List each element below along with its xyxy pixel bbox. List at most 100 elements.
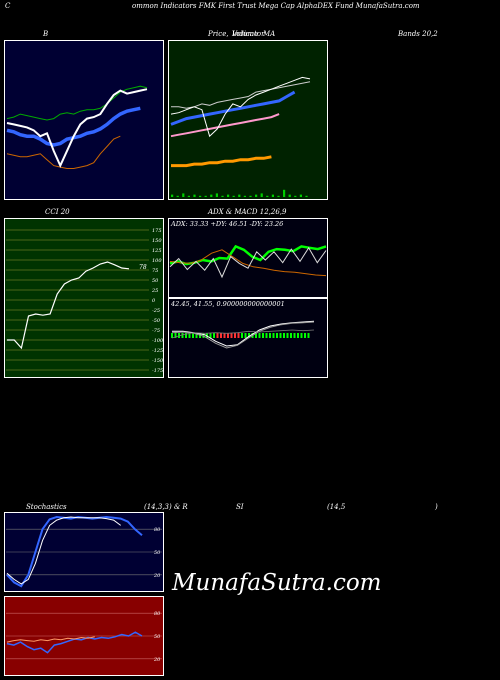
price-panel bbox=[168, 40, 328, 200]
macd-series-1 bbox=[171, 321, 315, 349]
macd-histogram-bar bbox=[241, 333, 243, 338]
macd-histogram-bar bbox=[283, 333, 285, 338]
rsi-tick-label: 50 bbox=[154, 634, 161, 640]
volume-bar bbox=[283, 189, 286, 197]
stochastics-panel: 80 50 20 bbox=[4, 512, 164, 592]
cci-chart: 175 150 125 100 75 50 25 0 -25 -50 -75 -100 -125 -150… bbox=[4, 218, 164, 378]
volume-bar bbox=[294, 195, 297, 197]
macd-histogram-bar bbox=[195, 333, 198, 338]
cci-tick-label: 0 bbox=[152, 298, 156, 304]
volume-bar bbox=[288, 194, 291, 197]
page-title: ommon Indicators FMK First Trust Mega Ca… bbox=[132, 2, 420, 10]
volume-bar bbox=[249, 195, 252, 197]
macd-histogram-bar bbox=[290, 333, 292, 338]
volume-bar bbox=[238, 194, 241, 197]
macd-histogram-bar bbox=[213, 333, 215, 338]
macd-histogram-bar bbox=[181, 333, 184, 338]
cci-tick-label: -50 bbox=[152, 318, 161, 324]
macd-series-2 bbox=[171, 329, 315, 339]
cci-tick-label: 125 bbox=[152, 248, 162, 254]
cci-tick-label: 100 bbox=[152, 258, 162, 264]
price-ma-1 bbox=[170, 90, 296, 126]
bollinger-series-3 bbox=[6, 88, 148, 169]
rsi-chart: 80 50 20 bbox=[4, 596, 164, 676]
cci-tick-label: 175 bbox=[152, 228, 162, 234]
adx-series-0 bbox=[169, 244, 327, 266]
cci-tick-label: -75 bbox=[152, 328, 160, 334]
macd-histogram-bar bbox=[248, 333, 250, 338]
cci-label: CCI 20 bbox=[45, 208, 70, 216]
cci-last-value: 78 bbox=[139, 264, 147, 271]
header-prefix: C bbox=[5, 2, 11, 10]
macd-histogram-bar bbox=[209, 333, 212, 338]
macd-histogram-bar bbox=[262, 333, 264, 338]
bollinger-panel bbox=[4, 40, 164, 200]
macd-histogram-bar bbox=[234, 333, 236, 338]
adx-series-2 bbox=[169, 246, 327, 279]
price-label-a: Price, bbox=[208, 30, 229, 38]
macd-histogram-bar bbox=[293, 333, 296, 338]
macd-histogram-bar bbox=[272, 333, 275, 338]
macd-histogram-bar bbox=[216, 333, 219, 338]
volume-bar bbox=[204, 195, 207, 197]
macd-histogram-bar bbox=[223, 333, 226, 338]
volume-bar bbox=[243, 195, 246, 197]
cci-tick-label: -100 bbox=[152, 338, 164, 344]
cci-panel: 175 150 125 100 75 50 25 0 -25 -50 -75 -100 -125 -150… bbox=[4, 218, 164, 378]
volume-bar bbox=[176, 195, 179, 197]
rsi-panel: 80 50 20 bbox=[4, 596, 164, 676]
volume-bar bbox=[187, 195, 190, 197]
rsi-tick-label: 20 bbox=[153, 657, 161, 663]
bollinger-label-right: Bands 20,2 bbox=[398, 30, 438, 38]
macd-histogram-bar bbox=[174, 333, 177, 338]
macd-histogram-bar bbox=[279, 333, 282, 338]
price-label-d: MA bbox=[263, 30, 276, 38]
cci-tick-label: 25 bbox=[151, 288, 158, 294]
cci-tick-label: -175 bbox=[152, 368, 163, 374]
volume-bar bbox=[215, 193, 218, 197]
macd-panel bbox=[168, 298, 328, 378]
macd-histogram-bar bbox=[230, 333, 233, 338]
panel-background bbox=[168, 218, 328, 298]
volume-bar bbox=[193, 194, 196, 197]
volume-bar bbox=[255, 194, 258, 197]
macd-histogram-bar bbox=[269, 333, 271, 338]
stoch-label-a: Stochastics bbox=[26, 503, 67, 511]
price-ma-3 bbox=[171, 155, 272, 168]
bollinger-series-2 bbox=[6, 135, 121, 169]
stoch-label-b: (14,3,3) & R bbox=[144, 503, 188, 511]
bollinger-label-left: B bbox=[43, 30, 49, 38]
macd-histogram-bar bbox=[258, 333, 261, 338]
stoch-label-d: (14,5 bbox=[327, 503, 346, 511]
macd-histogram-bar bbox=[227, 333, 229, 338]
stochastics-chart: 80 50 20 bbox=[4, 512, 164, 592]
price-label-b: Volume bbox=[232, 30, 259, 38]
cci-tick-label: -25 bbox=[152, 308, 160, 314]
adx-values: ADX: 33.33 +DY: 46.51 -DY: 23.26 bbox=[171, 220, 284, 228]
volume-bar bbox=[271, 194, 274, 197]
panel-background bbox=[168, 40, 328, 200]
watermark: MunafaSutra.com bbox=[172, 570, 382, 596]
bollinger-chart bbox=[4, 40, 164, 200]
volume-bar bbox=[305, 195, 308, 197]
cci-tick-label: 75 bbox=[152, 268, 158, 274]
volume-bar bbox=[277, 195, 280, 197]
volume-bar bbox=[221, 195, 224, 197]
volume-bar bbox=[232, 195, 235, 197]
volume-bar bbox=[199, 195, 202, 197]
macd-histogram-bar bbox=[202, 333, 205, 338]
macd-chart bbox=[168, 298, 328, 378]
price-line bbox=[170, 76, 311, 138]
cci-tick-label: 150 bbox=[152, 238, 162, 244]
cci-tick-label: -150 bbox=[152, 358, 164, 364]
volume-bar bbox=[299, 194, 302, 197]
volume-bar bbox=[171, 194, 174, 197]
macd-histogram-bar bbox=[237, 333, 240, 338]
adx-chart bbox=[168, 218, 328, 298]
volume-bar bbox=[266, 195, 269, 197]
adx-panel bbox=[168, 218, 328, 298]
macd-histogram-bar bbox=[244, 333, 247, 338]
stoch-d-line bbox=[6, 516, 121, 585]
macd-histogram-bar bbox=[188, 333, 191, 338]
rsi-ma-line bbox=[6, 636, 95, 643]
